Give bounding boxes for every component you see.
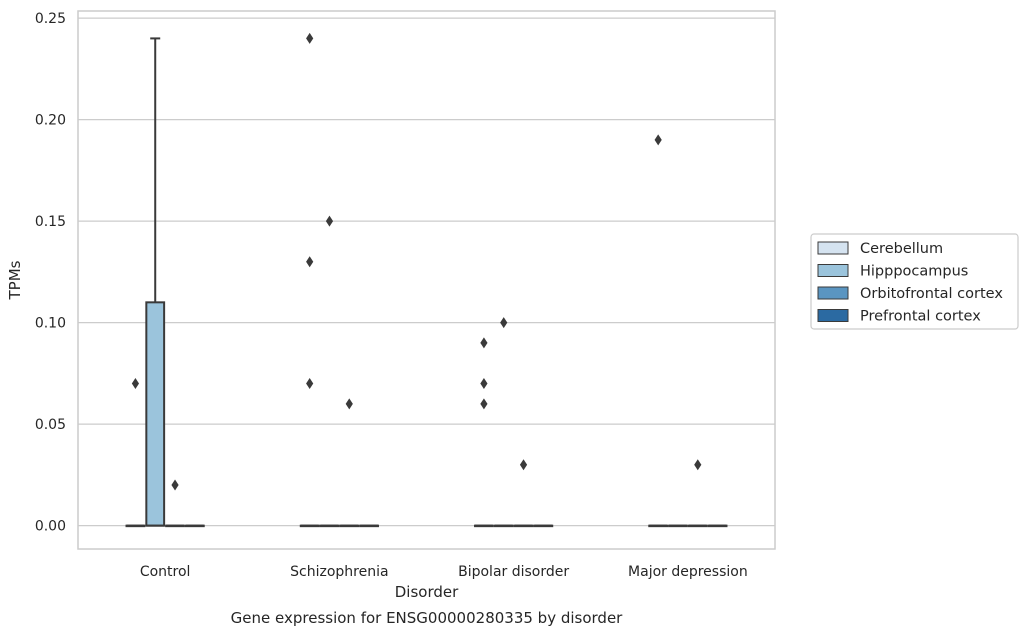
x-tick-label: Major depression xyxy=(628,564,748,580)
box-orbitofrontal-cortex xyxy=(687,459,708,528)
y-axis-ticks: 0.00 0.05 0.10 0.15 0.20 0.25 xyxy=(35,11,66,535)
box-body xyxy=(145,301,166,527)
y-tick-label: 0.20 xyxy=(35,113,66,129)
box-hipppocampus xyxy=(319,215,340,528)
outlier-point xyxy=(306,32,314,44)
y-tick-label: 0.05 xyxy=(35,417,66,433)
outlier-point xyxy=(131,378,140,390)
x-axis-label: Disorder xyxy=(395,583,459,601)
legend-entry-label: Orbitofrontal cortex xyxy=(860,286,1003,302)
chart-title: Gene expression for ENSG00000280335 by d… xyxy=(231,609,624,627)
box-hipppocampus xyxy=(668,524,688,528)
outlier-point xyxy=(654,134,662,146)
outlier-point xyxy=(480,398,488,410)
outlier-point xyxy=(306,378,314,390)
legend-swatch xyxy=(817,309,849,322)
box-prefrontal-cortex xyxy=(707,524,728,528)
box-cerebellum xyxy=(125,378,146,528)
legend-swatch xyxy=(817,241,849,255)
box-orbitofrontal-cortex xyxy=(339,398,360,528)
box-hipppocampus xyxy=(493,317,514,528)
box-prefrontal-cortex xyxy=(184,524,205,528)
box-cerebellum xyxy=(474,337,494,528)
gridlines xyxy=(78,17,775,527)
y-tick-label: 0.25 xyxy=(35,11,66,27)
box-cerebellum xyxy=(299,32,320,528)
legend-frame xyxy=(810,233,1019,330)
outlier-point xyxy=(306,256,314,268)
plot-frame xyxy=(77,10,776,550)
outlier-point xyxy=(519,459,528,471)
legend-entry-label: Hipppocampus xyxy=(860,264,968,280)
box-prefrontal-cortex xyxy=(533,524,554,528)
x-tick-label: Bipolar disorder xyxy=(458,564,569,580)
outlier-point xyxy=(480,337,488,349)
outlier-point xyxy=(325,215,334,227)
box-prefrontal-cortex xyxy=(359,524,379,528)
outlier-point xyxy=(345,398,353,410)
y-tick-label: 0.15 xyxy=(35,214,66,230)
legend-swatch xyxy=(817,286,849,300)
outlier-point xyxy=(500,317,508,329)
y-tick-label: 0.10 xyxy=(35,316,66,332)
legend-entry-label: Cerebellum xyxy=(860,241,943,257)
y-axis-label: TPMs xyxy=(6,260,24,300)
x-tick-label: Control xyxy=(140,564,191,580)
legend: Cerebellum Hipppocampus Orbitofrontal cort… xyxy=(810,233,1019,330)
outlier-point xyxy=(694,459,702,471)
x-axis-ticks: Control Schizophrenia Bipolar disorder Majo… xyxy=(140,564,748,580)
y-tick-label: 0.00 xyxy=(35,519,66,535)
box-cerebellum xyxy=(648,134,669,528)
box-marks xyxy=(125,32,728,528)
box-orbitofrontal-cortex xyxy=(165,479,185,528)
outlier-point xyxy=(171,479,179,491)
box-hipppocampus xyxy=(145,37,166,527)
x-tick-label: Schizophrenia xyxy=(290,564,388,580)
legend-swatch xyxy=(817,264,849,277)
legend-entry-label: Prefrontal cortex xyxy=(860,309,981,325)
box-orbitofrontal-cortex xyxy=(513,459,534,528)
outlier-point xyxy=(480,378,488,390)
